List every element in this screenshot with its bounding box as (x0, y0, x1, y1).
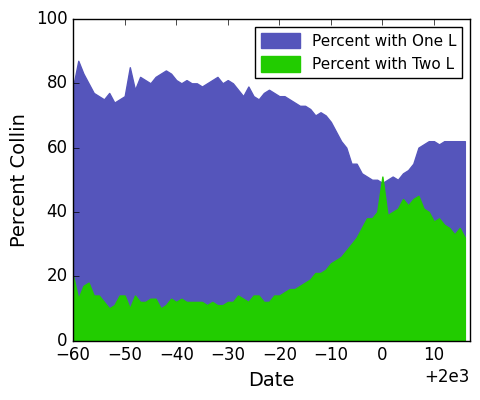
Legend: Percent with One L, Percent with Two L: Percent with One L, Percent with Two L (255, 27, 462, 78)
Y-axis label: Percent Collin: Percent Collin (10, 113, 29, 247)
X-axis label: Date: Date (248, 371, 295, 390)
